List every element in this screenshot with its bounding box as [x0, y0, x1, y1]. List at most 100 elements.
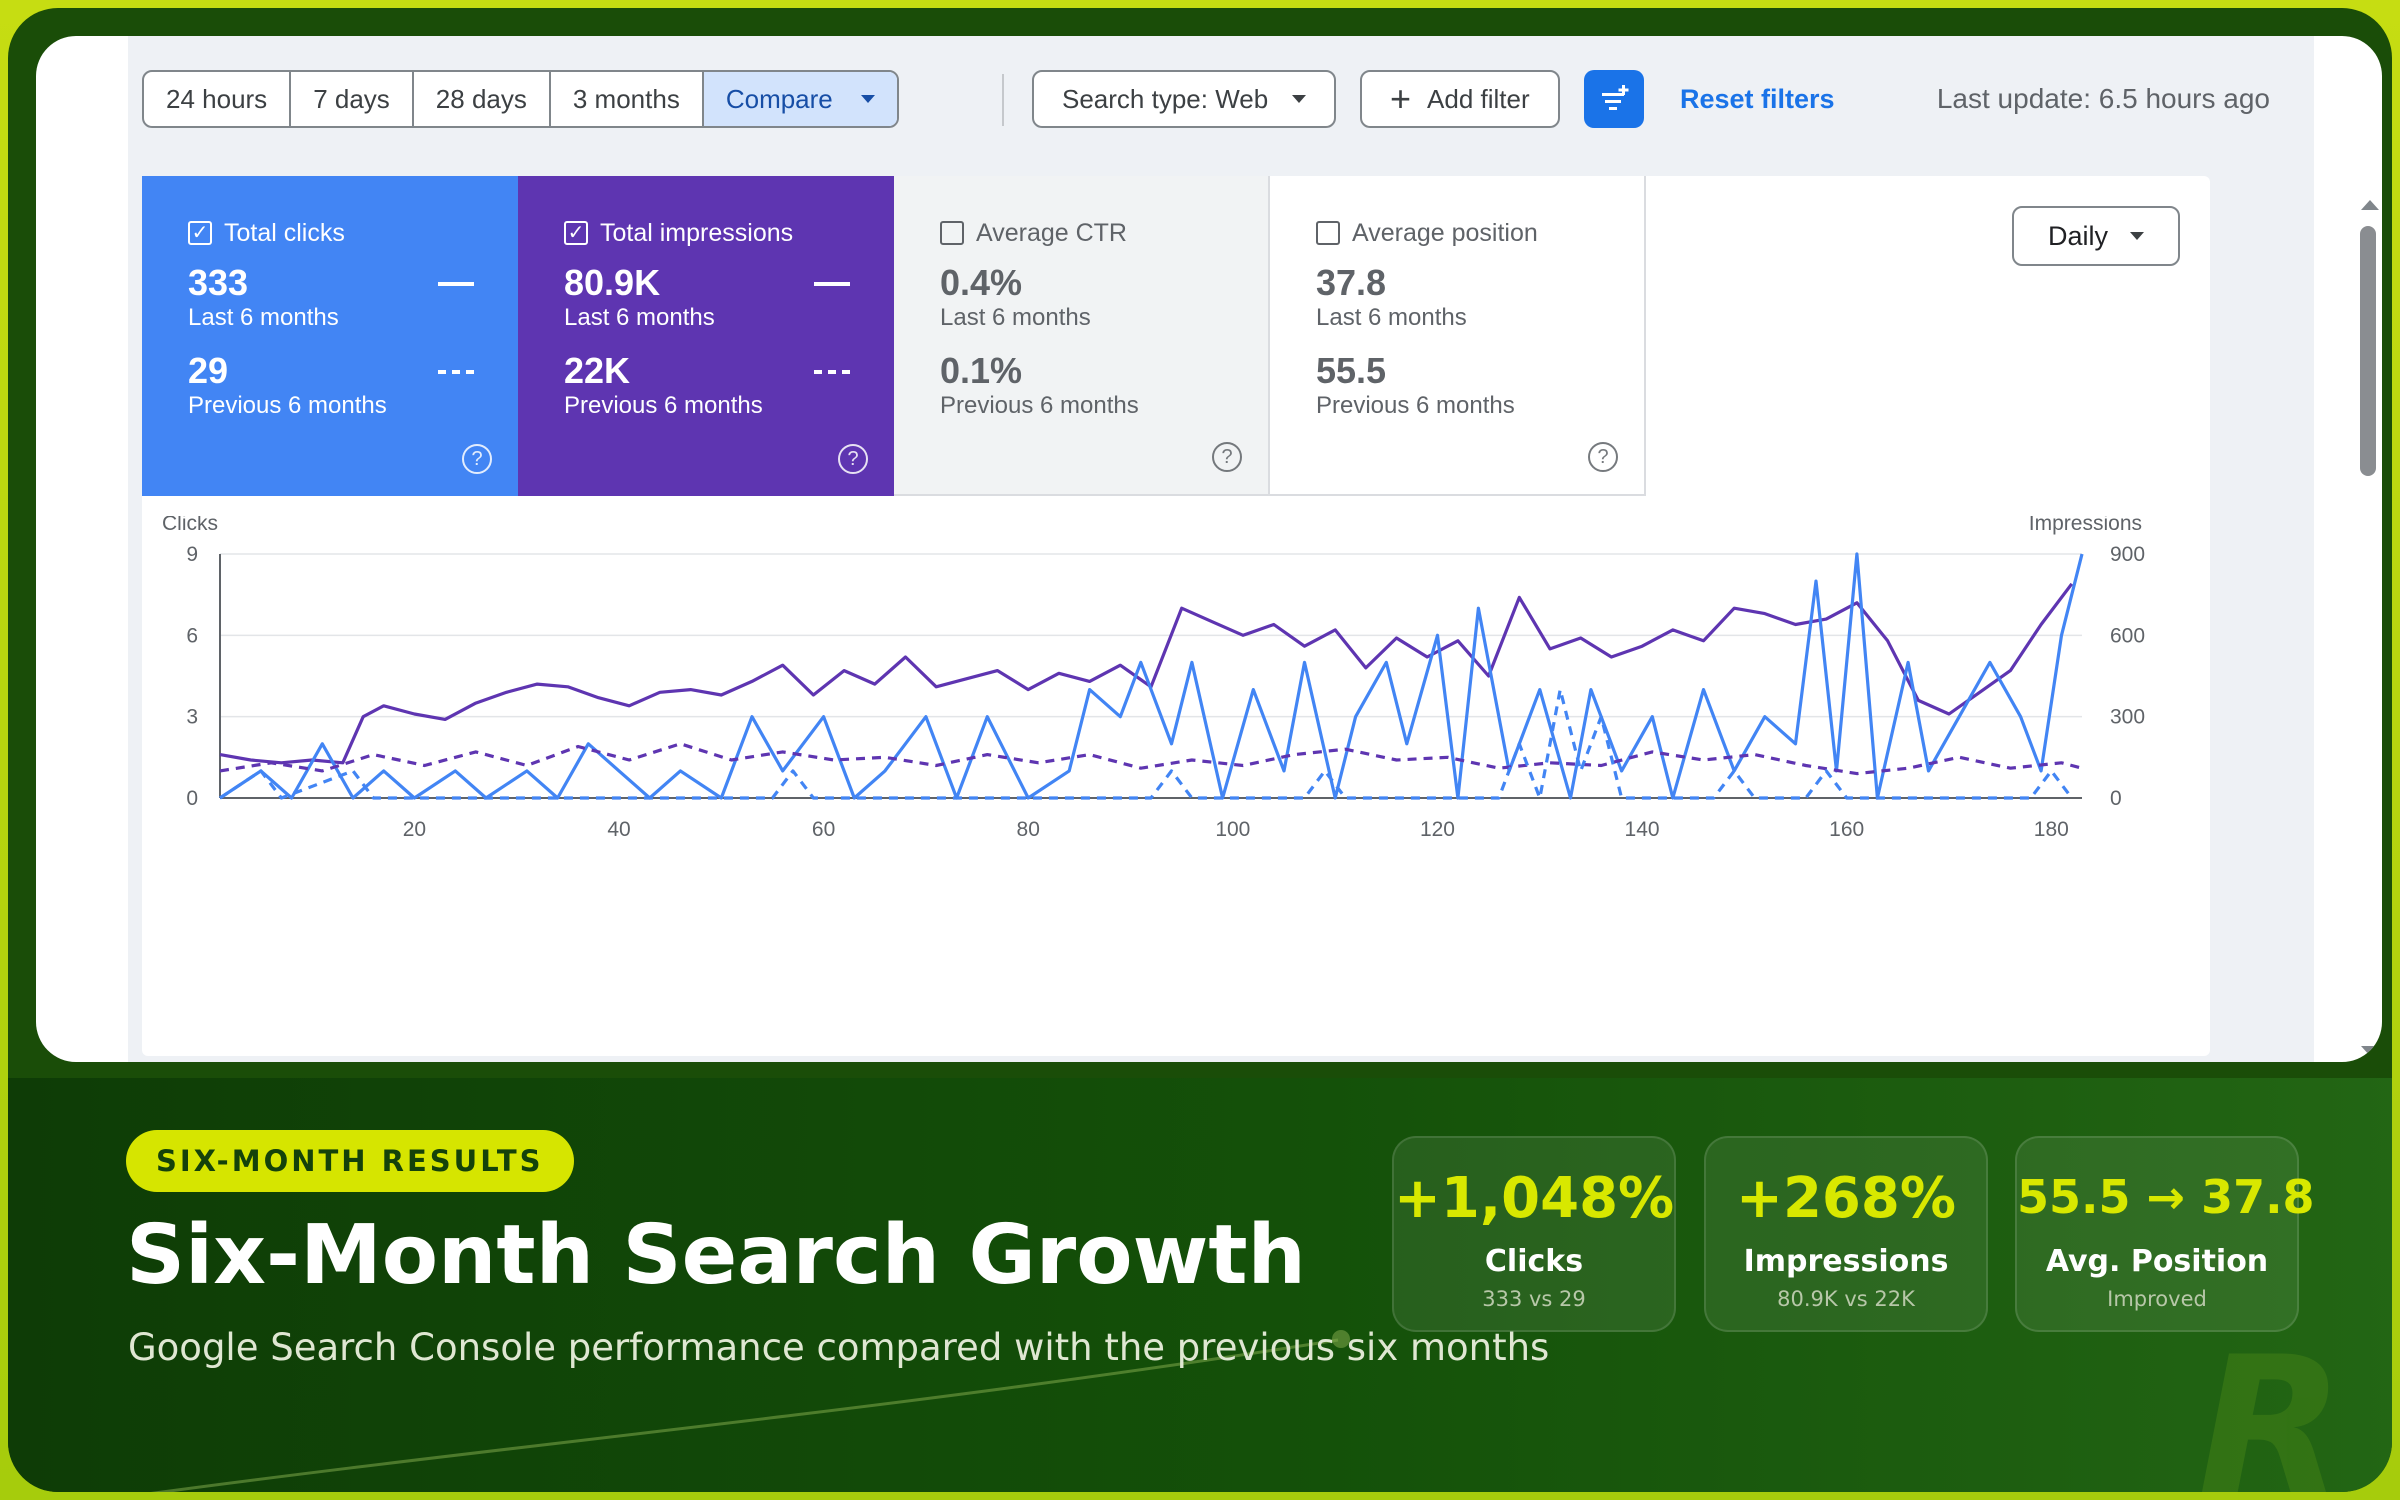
stat-detail: Improved: [2107, 1287, 2207, 1311]
metric-card-average-position[interactable]: Average position 37.8 Last 6 months 55.5…: [1270, 176, 1646, 496]
solid-line-legend-icon: [438, 282, 474, 286]
y-axis-title-left: Clicks: [162, 516, 218, 535]
metric-previous-value: 55.5: [1316, 350, 1387, 391]
scroll-up-arrow-icon[interactable]: [2361, 200, 2379, 210]
metric-card-total-impressions[interactable]: ✓ Total impressions 80.9K Last 6 months …: [518, 176, 894, 496]
dashed-line-legend-icon: [438, 370, 474, 374]
metric-title: Average CTR: [940, 218, 1268, 248]
stat-card-impressions: +268% Impressions 80.9K vs 22K: [1704, 1136, 1988, 1332]
date-toolbar: 24 hours 7 days 28 days 3 months Compare…: [128, 70, 2314, 128]
y-tick-label-right: 900: [2110, 543, 2145, 566]
stat-card-avg-position: 55.5 → 37.8 Avg. Position Improved: [2015, 1136, 2315, 1332]
filter-list-icon: [1602, 85, 1629, 110]
granularity-dropdown[interactable]: Daily: [2012, 206, 2180, 266]
plus-icon: +: [1390, 78, 1412, 119]
y-tick-label-left: 0: [186, 787, 198, 810]
metric-period: Last 6 months: [188, 304, 339, 331]
metric-previous-period: Previous 6 months: [1316, 392, 1515, 419]
screenshot-card: 24 hours 7 days 28 days 3 months Compare…: [36, 36, 2382, 1062]
reset-filters-link[interactable]: Reset filters: [1680, 83, 1835, 114]
series-line-clicks_current: [219, 552, 2084, 800]
stat-card-clicks: +1,048% Clicks 333 vs 29: [1392, 1136, 1676, 1332]
x-tick-label: 20: [403, 818, 426, 841]
metric-card-total-clicks[interactable]: ✓ Total clicks 333 Last 6 months 29 Prev…: [142, 176, 518, 496]
help-icon[interactable]: ?: [1212, 442, 1242, 472]
frame-inner: 24 hours 7 days 28 days 3 months Compare…: [8, 8, 2392, 1492]
y-tick-label-left: 3: [186, 706, 198, 729]
metric-value: 0.4%: [940, 262, 1023, 303]
metric-label: Total impressions: [600, 218, 794, 247]
granularity-label: Daily: [2047, 220, 2108, 251]
stat-label: Impressions: [1743, 1244, 1949, 1279]
stat-value: +268%: [1736, 1166, 1956, 1231]
solid-line-legend-icon: [814, 282, 850, 286]
stat-detail: 80.9K vs 22K: [1777, 1287, 1915, 1311]
metric-period: Last 6 months: [564, 304, 715, 331]
scroll-down-arrow-icon[interactable]: [2361, 1046, 2379, 1056]
x-tick-label: 120: [1420, 818, 1455, 841]
y-tick-label-right: 600: [2110, 624, 2145, 647]
x-tick-label: 60: [812, 818, 835, 841]
metric-period: Last 6 months: [940, 304, 1091, 331]
help-icon[interactable]: ?: [1588, 442, 1618, 472]
stat-label: Clicks: [1484, 1244, 1584, 1279]
stat-detail: 333 vs 29: [1482, 1287, 1586, 1311]
scrollbar-thumb[interactable]: [2360, 226, 2376, 476]
metric-value: 37.8: [1316, 262, 1387, 303]
chevron-down-icon: [860, 95, 875, 103]
x-tick-label: 160: [1829, 818, 1864, 841]
metric-value: 333: [188, 262, 249, 303]
dashed-line-legend-icon: [814, 370, 850, 374]
help-icon[interactable]: ?: [462, 444, 492, 474]
metric-label: Average CTR: [976, 218, 1127, 247]
metric-previous-period: Previous 6 months: [940, 392, 1139, 419]
help-icon[interactable]: ?: [838, 444, 868, 474]
stat-value: +1,048%: [1394, 1166, 1675, 1231]
range-3-months[interactable]: 3 months: [551, 72, 704, 126]
y-tick-label-left: 9: [186, 543, 198, 566]
metric-card-average-ctr[interactable]: Average CTR 0.4% Last 6 months 0.1% Prev…: [894, 176, 1270, 496]
metric-label: Total clicks: [224, 218, 345, 247]
metric-previous-period: Previous 6 months: [188, 392, 387, 419]
y-axis-title-right: Impressions: [2029, 516, 2142, 535]
filter-settings-button[interactable]: [1584, 70, 1644, 128]
metric-title: Average position: [1316, 218, 1644, 248]
stat-value: 55.5 → 37.8: [2017, 1170, 2315, 1224]
metric-previous-value: 22K: [564, 350, 631, 391]
toolbar-divider: [1002, 74, 1004, 126]
add-filter-label: Add filter: [1427, 83, 1530, 114]
x-tick-label: 100: [1215, 818, 1250, 841]
series-line-impressions_previous: [219, 742, 2083, 776]
checkbox-checked-icon[interactable]: ✓: [188, 221, 212, 245]
brand-logo: R: [2198, 1316, 2345, 1493]
metric-period: Last 6 months: [1316, 304, 1467, 331]
y-tick-label-left: 6: [186, 624, 198, 647]
checkbox-unchecked-icon[interactable]: [940, 221, 964, 245]
series-line-clicks_previous: [219, 688, 2074, 800]
metric-previous-value: 0.1%: [940, 350, 1023, 391]
scrollbar[interactable]: [2348, 176, 2382, 1056]
y-tick-label-right: 0: [2110, 787, 2122, 810]
chevron-down-icon: [1292, 95, 1307, 103]
y-tick-label-right: 300: [2110, 706, 2145, 729]
x-tick-label: 180: [2034, 818, 2069, 841]
range-24-hours[interactable]: 24 hours: [144, 72, 292, 126]
x-tick-label: 40: [607, 818, 630, 841]
checkbox-unchecked-icon[interactable]: [1316, 221, 1340, 245]
range-7-days[interactable]: 7 days: [291, 72, 414, 126]
swoosh-decoration: [150, 1330, 1350, 1492]
last-update-text: Last update: 6.5 hours ago: [1936, 83, 2270, 114]
checkbox-checked-icon[interactable]: ✓: [564, 221, 588, 245]
metric-value: 80.9K: [564, 262, 661, 303]
stat-label: Avg. Position: [2045, 1244, 2269, 1279]
search-type-label: Search type: Web: [1062, 83, 1269, 114]
x-tick-label: 140: [1625, 818, 1660, 841]
range-28-days[interactable]: 28 days: [414, 72, 551, 126]
add-filter-button[interactable]: + Add filter: [1360, 70, 1560, 128]
metric-title: ✓ Total impressions: [564, 218, 894, 248]
performance-panel: ✓ Total clicks 333 Last 6 months 29 Prev…: [142, 176, 2210, 1056]
search-console-area: 24 hours 7 days 28 days 3 months Compare…: [128, 36, 2379, 1062]
search-type-dropdown[interactable]: Search type: Web: [1032, 70, 1337, 128]
compare-dropdown[interactable]: Compare: [703, 72, 897, 126]
banner-subtitle: Google Search Console performance compar…: [128, 1326, 1550, 1369]
